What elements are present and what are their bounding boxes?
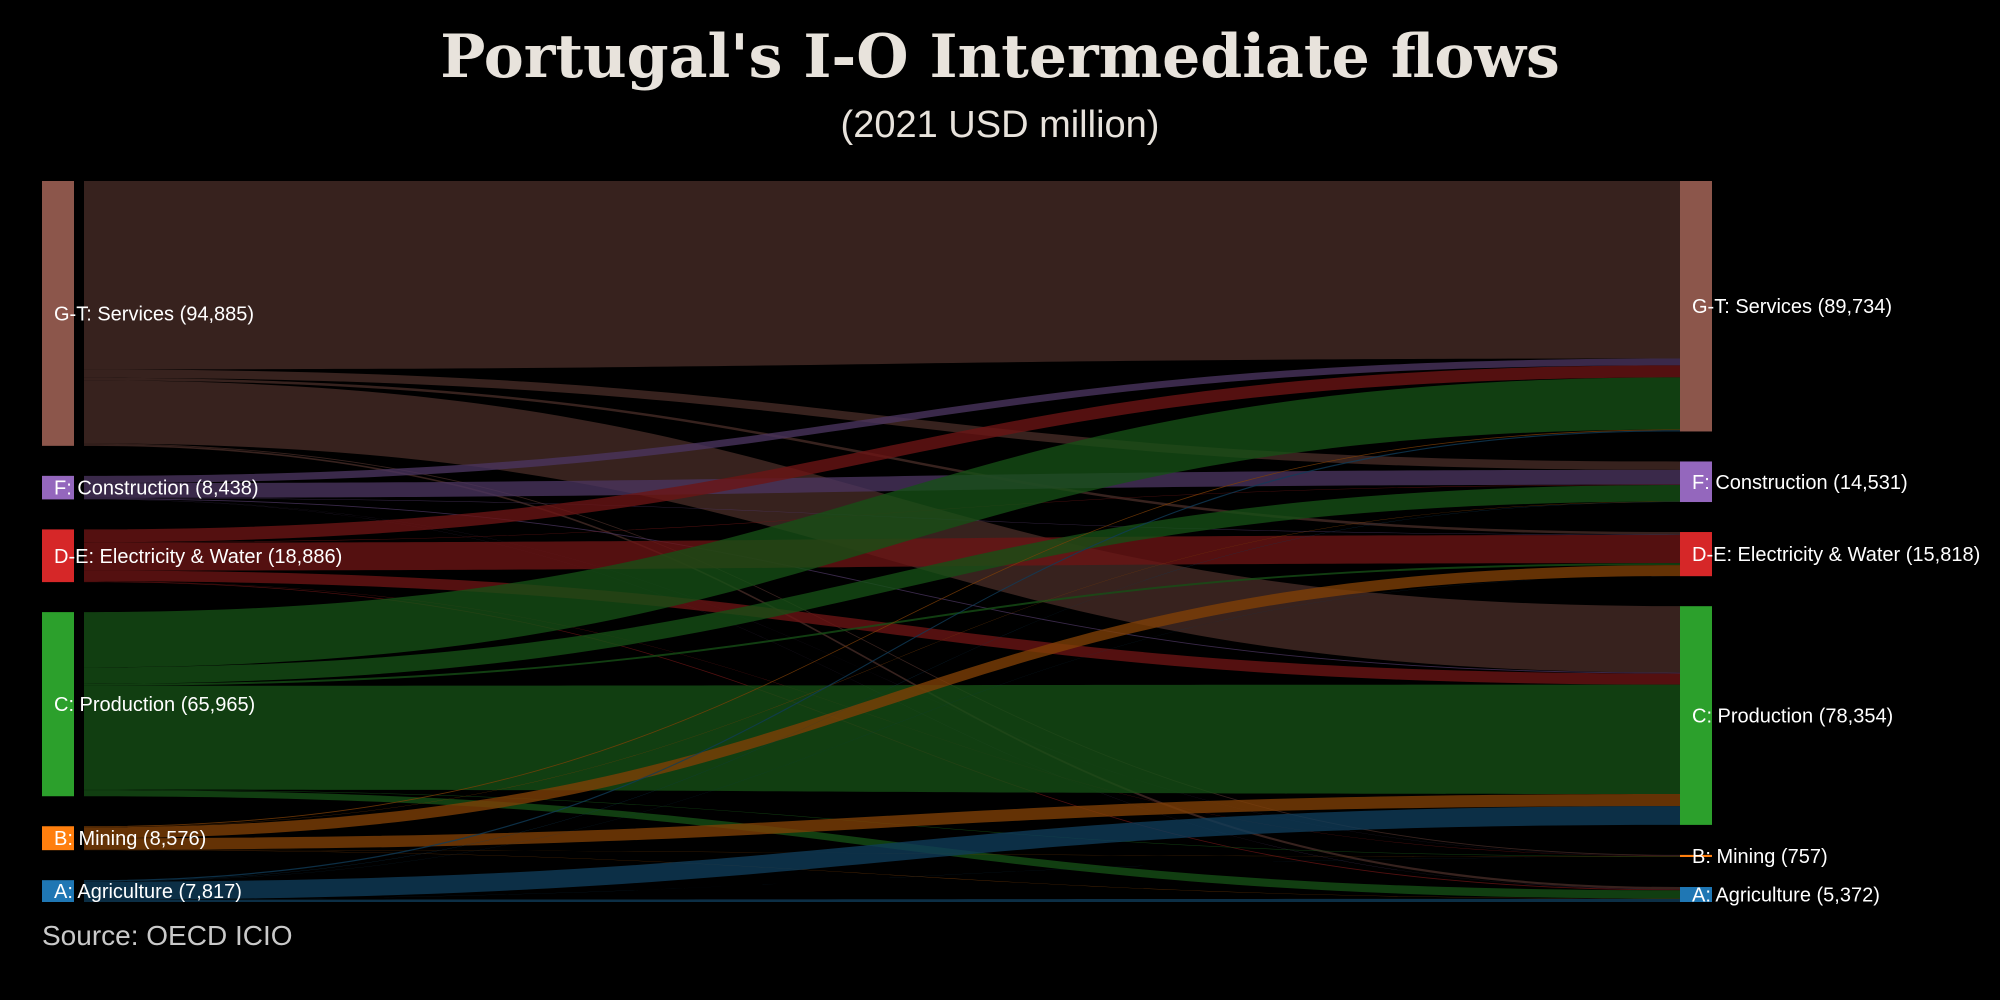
flow-GT-to-B — [84, 443, 1680, 856]
target-node-label-B: B: Mining (757) — [1692, 846, 1828, 868]
source-node-B — [42, 826, 74, 851]
flow-C-to-F — [84, 485, 1680, 684]
source-node-F — [42, 475, 74, 500]
source-node-label-DE: D-E: Electricity & Water (18,886) — [54, 546, 342, 568]
flow-B-to-GT — [84, 429, 1680, 828]
target-nodes: G-T: Services (89,734) F: Construction (1… — [1680, 181, 1980, 907]
flow-A-to-DE — [84, 576, 1680, 882]
flow-A-to-A — [84, 898, 1680, 902]
flow-C-to-GT — [84, 377, 1680, 668]
flow-DE-to-GT — [84, 365, 1680, 543]
flow-C-to-DE — [84, 563, 1680, 686]
target-node-label-GT: G-T: Services (89,734) — [1692, 296, 1892, 318]
flow-links — [84, 181, 1680, 902]
target-node-GT — [1680, 181, 1712, 432]
flow-A-to-GT — [84, 430, 1680, 882]
source-node-label-GT: G-T: Services (94,885) — [54, 303, 254, 325]
target-node-label-A: A: Agriculture (5,372) — [1692, 885, 1880, 907]
target-node-DE — [1680, 532, 1712, 577]
source-node-label-F: F: Construction (8,438) — [54, 478, 259, 500]
flow-DE-to-DE — [84, 534, 1680, 571]
chart-subtitle: (2021 USD million) — [840, 104, 1160, 146]
flow-A-to-C — [84, 806, 1680, 900]
target-node-label-C: C: Production (78,354) — [1692, 706, 1893, 728]
flow-C-to-C — [84, 684, 1680, 795]
source-nodes: G-T: Services (94,885) F: Construction (8… — [42, 181, 342, 903]
target-node-F — [1680, 461, 1712, 503]
source-node-C — [42, 612, 74, 797]
target-node-label-F: F: Construction (14,531) — [1692, 472, 1908, 494]
flow-A-to-F — [84, 501, 1680, 882]
source-node-DE — [42, 529, 74, 583]
flow-F-to-GT — [84, 358, 1680, 484]
flow-F-to-B — [84, 499, 1680, 856]
flow-B-to-DE — [84, 565, 1680, 839]
source-node-GT — [42, 181, 74, 446]
source-node-A — [42, 880, 74, 902]
chart-title: Portugal's I-O Intermediate flows — [440, 22, 1560, 92]
target-node-A — [1680, 887, 1712, 902]
target-node-C — [1680, 606, 1712, 825]
flow-B-to-A — [84, 849, 1680, 899]
flow-A-to-B — [84, 856, 1680, 900]
flow-GT-to-A — [84, 444, 1680, 890]
target-node-label-DE: D-E: Electricity & Water (15,818) — [1692, 544, 1980, 566]
source-node-label-A: A: Agriculture (7,817) — [54, 881, 242, 903]
flow-B-to-F — [84, 501, 1680, 828]
target-node-B — [1680, 854, 1712, 858]
source-note: Source: OECD ICIO — [42, 920, 293, 951]
flow-B-to-C — [84, 794, 1680, 850]
flow-DE-to-C — [84, 570, 1680, 685]
flow-GT-to-GT — [84, 181, 1680, 370]
source-node-label-C: C: Production (65,965) — [54, 694, 255, 716]
flow-F-to-F — [84, 469, 1680, 498]
source-node-label-B: B: Mining (8,576) — [54, 828, 206, 850]
